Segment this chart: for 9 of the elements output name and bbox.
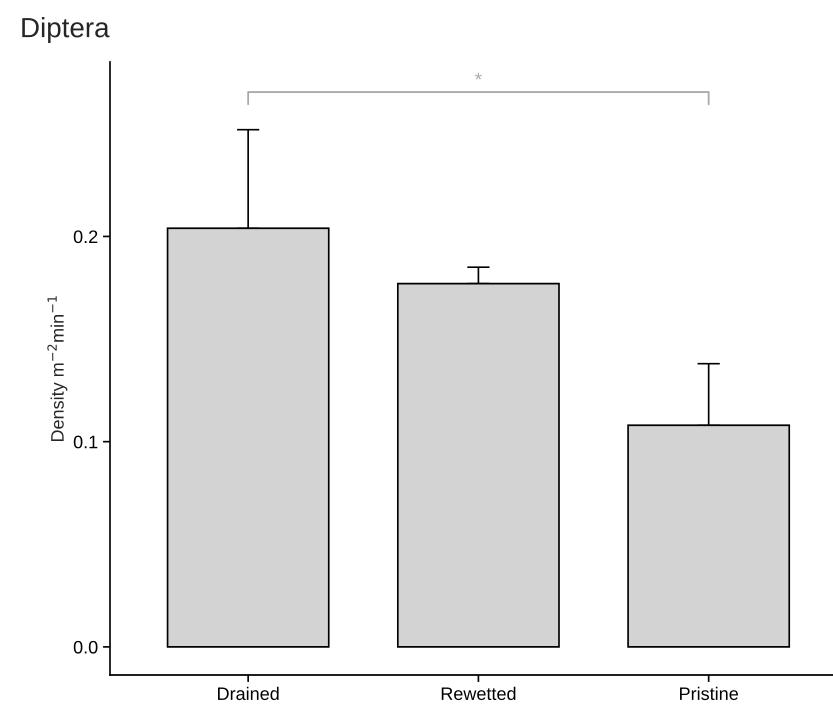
y-axis-title: Density m$^{−2}$min$^{−1}$ bbox=[47, 296, 68, 442]
x-tick-label: Drained bbox=[218, 686, 279, 700]
x-tick-label: Rewetted bbox=[442, 686, 516, 700]
y-tick-label: 0.1 bbox=[74, 436, 98, 448]
annotation: * bbox=[474, 72, 482, 80]
x-tick-label: Pristine bbox=[680, 686, 738, 700]
y-tick-label: 0.0 bbox=[74, 640, 98, 654]
chart-title: Diptera bbox=[22, 17, 110, 43]
y-tick-label: 0.2 bbox=[74, 230, 98, 244]
